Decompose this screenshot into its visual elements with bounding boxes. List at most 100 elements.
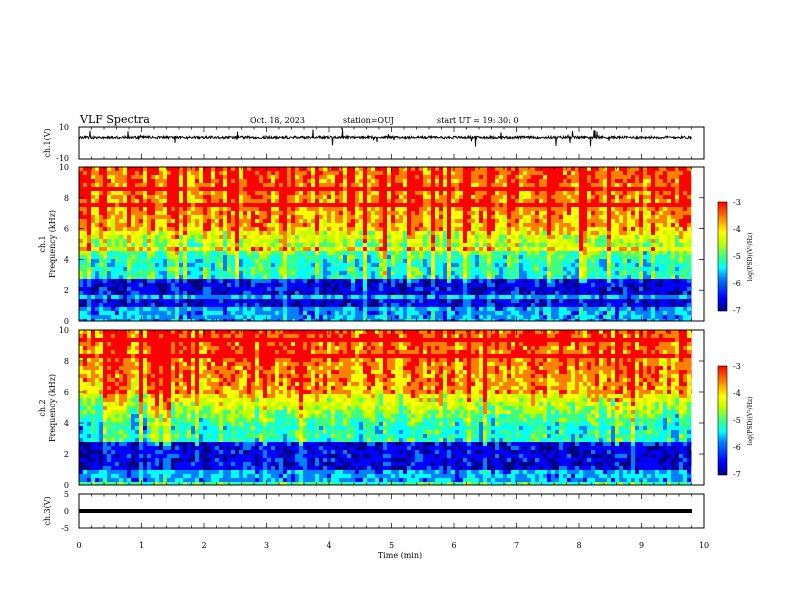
spectrogram-cell	[87, 183, 91, 187]
spectrogram-cell	[195, 175, 199, 179]
spectrogram-cell	[131, 211, 135, 215]
spectrogram-cell	[315, 279, 319, 283]
spectrogram-cell	[451, 203, 455, 207]
spectrogram-cell	[131, 231, 135, 235]
spectrogram-cell	[447, 207, 451, 211]
spectrogram-cell	[579, 175, 583, 179]
spectrogram-cell	[131, 199, 135, 203]
spectrogram-cell	[659, 199, 663, 203]
spectrogram-cell	[531, 191, 535, 195]
spectrogram-cell	[355, 187, 359, 191]
spectrogram-cell	[399, 235, 403, 239]
spectrogram-cell	[635, 207, 639, 211]
spectrogram-cell	[303, 187, 307, 191]
spectrogram-cell	[187, 263, 191, 267]
spectrogram-cell	[587, 255, 591, 259]
spectrogram-cell	[91, 255, 95, 259]
spectrogram-cell	[623, 235, 627, 239]
spectrogram-cell	[675, 259, 679, 263]
spectrogram-cell	[383, 235, 387, 239]
spectrogram-cell	[235, 203, 239, 207]
spectrogram-cell	[551, 167, 555, 171]
spectrogram-cell	[423, 275, 427, 279]
spectrogram-cell	[399, 247, 403, 251]
spectrogram-cell	[647, 279, 651, 283]
spectrogram-cell	[207, 207, 211, 211]
spectrogram-cell	[575, 251, 579, 255]
ch1-waveform-frame	[78, 126, 705, 160]
spectrogram-cell	[355, 223, 359, 227]
spectrogram-cell	[507, 267, 511, 271]
spectrogram-cell	[667, 215, 671, 219]
spectrogram-cell	[627, 219, 631, 223]
spectrogram-cell	[243, 259, 247, 263]
spectrogram-cell	[487, 291, 491, 295]
spectrogram-cell	[283, 239, 287, 243]
spectrogram-cell	[119, 291, 123, 295]
spectrogram-cell	[603, 171, 607, 175]
spectrogram-cell	[631, 195, 635, 199]
spectrogram-cell	[299, 283, 303, 287]
spectrogram-cell	[323, 191, 327, 195]
spectrogram-cell	[179, 203, 183, 207]
spectrogram-cell	[363, 267, 367, 271]
spectrogram-cell	[295, 215, 299, 219]
spectrogram-cell	[127, 263, 131, 267]
spectrogram-cell	[263, 195, 267, 199]
spectrogram-cell	[619, 211, 623, 215]
spectrogram-cell	[651, 211, 655, 215]
spectrogram-cell	[355, 283, 359, 287]
spectrogram-cell	[463, 195, 467, 199]
spectrogram-cell	[195, 167, 199, 171]
spectrogram-cell	[151, 251, 155, 255]
spectrogram-cell	[399, 171, 403, 175]
spectrogram-cell	[683, 195, 687, 199]
spectrogram-cell	[411, 167, 415, 171]
spectrogram-cell	[659, 287, 663, 291]
spectrogram-cell	[543, 223, 547, 227]
spectrogram-cell	[211, 187, 215, 191]
spectrogram-cell	[139, 279, 143, 283]
spectrogram-cell	[123, 183, 127, 187]
spectrogram-cell	[571, 251, 575, 255]
spectrogram-cell	[431, 215, 435, 219]
spectrogram-cell	[611, 263, 615, 267]
spectrogram-cell	[211, 255, 215, 259]
spectrogram-cell	[343, 263, 347, 267]
spectrogram-cell	[351, 247, 355, 251]
spectrogram-cell	[583, 215, 587, 219]
spectrogram-cell	[611, 259, 615, 263]
spectrogram-cell	[211, 183, 215, 187]
spectrogram-cell	[363, 223, 367, 227]
spectrogram-cell	[563, 287, 567, 291]
spectrogram-cell	[299, 175, 303, 179]
spectrogram-cell	[403, 239, 407, 243]
spectrogram-cell	[167, 207, 171, 211]
spectrogram-cell	[487, 219, 491, 223]
spectrogram-cell	[111, 275, 115, 279]
spectrogram-cell	[419, 227, 423, 231]
spectrogram-cell	[83, 199, 87, 203]
spectrogram-cell	[371, 263, 375, 267]
spectrogram-cell	[359, 255, 363, 259]
spectrogram-cell	[231, 207, 235, 211]
spectrogram-cell	[355, 207, 359, 211]
spectrogram-cell	[255, 183, 259, 187]
spectrogram-cell	[375, 283, 379, 287]
spectrogram-cell	[603, 235, 607, 239]
spectrogram-cell	[295, 187, 299, 191]
spectrogram-cell	[83, 275, 87, 279]
spectrogram-cell	[191, 227, 195, 231]
spectrogram-cell	[471, 291, 475, 295]
spectrogram-cell	[255, 231, 259, 235]
spectrogram-cell	[367, 259, 371, 263]
spectrogram-cell	[639, 243, 643, 247]
spectrogram-cell	[87, 283, 91, 287]
spectrogram-cell	[115, 183, 119, 187]
spectrogram-cell	[459, 227, 463, 231]
spectrogram-cell	[363, 239, 367, 243]
spectrogram-cell	[251, 175, 255, 179]
spectrogram-cell	[115, 247, 119, 251]
spectrogram-cell	[283, 211, 287, 215]
spectrogram-cell	[599, 287, 603, 291]
